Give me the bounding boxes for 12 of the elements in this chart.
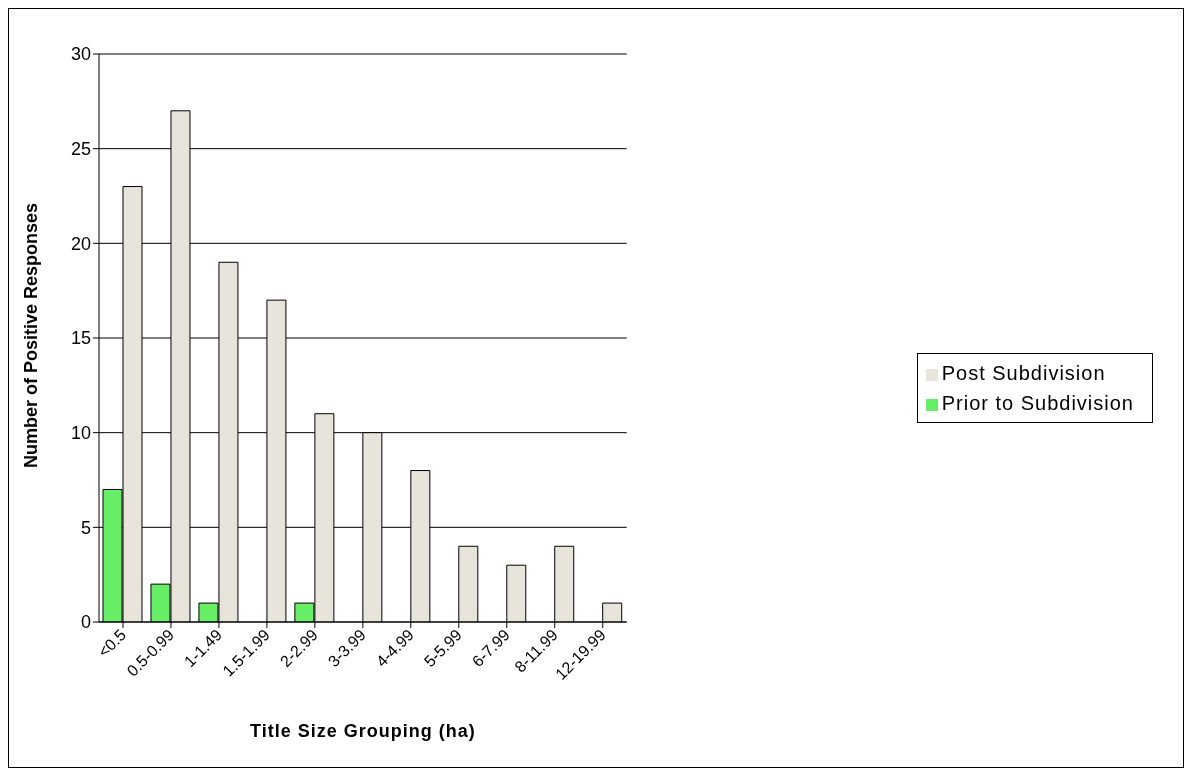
y-tick-label: 20 xyxy=(70,233,91,254)
y-tick-label: 15 xyxy=(70,328,91,349)
legend-label: Prior to Subdivision xyxy=(941,392,1134,414)
x-tick-label: <0.5 xyxy=(94,626,130,661)
y-tick-label: 0 xyxy=(80,612,91,633)
y-tick-label: 30 xyxy=(70,44,91,65)
y-tick-label: 5 xyxy=(80,517,91,538)
x-axis-title: Title Size Grouping (ha) xyxy=(250,721,476,741)
y-axis-title: Number of Positive Responses xyxy=(21,202,42,468)
y-tick-label: 10 xyxy=(70,423,91,444)
y-tick-label: 25 xyxy=(70,139,91,160)
legend-label: Post Subdivision xyxy=(941,362,1106,384)
